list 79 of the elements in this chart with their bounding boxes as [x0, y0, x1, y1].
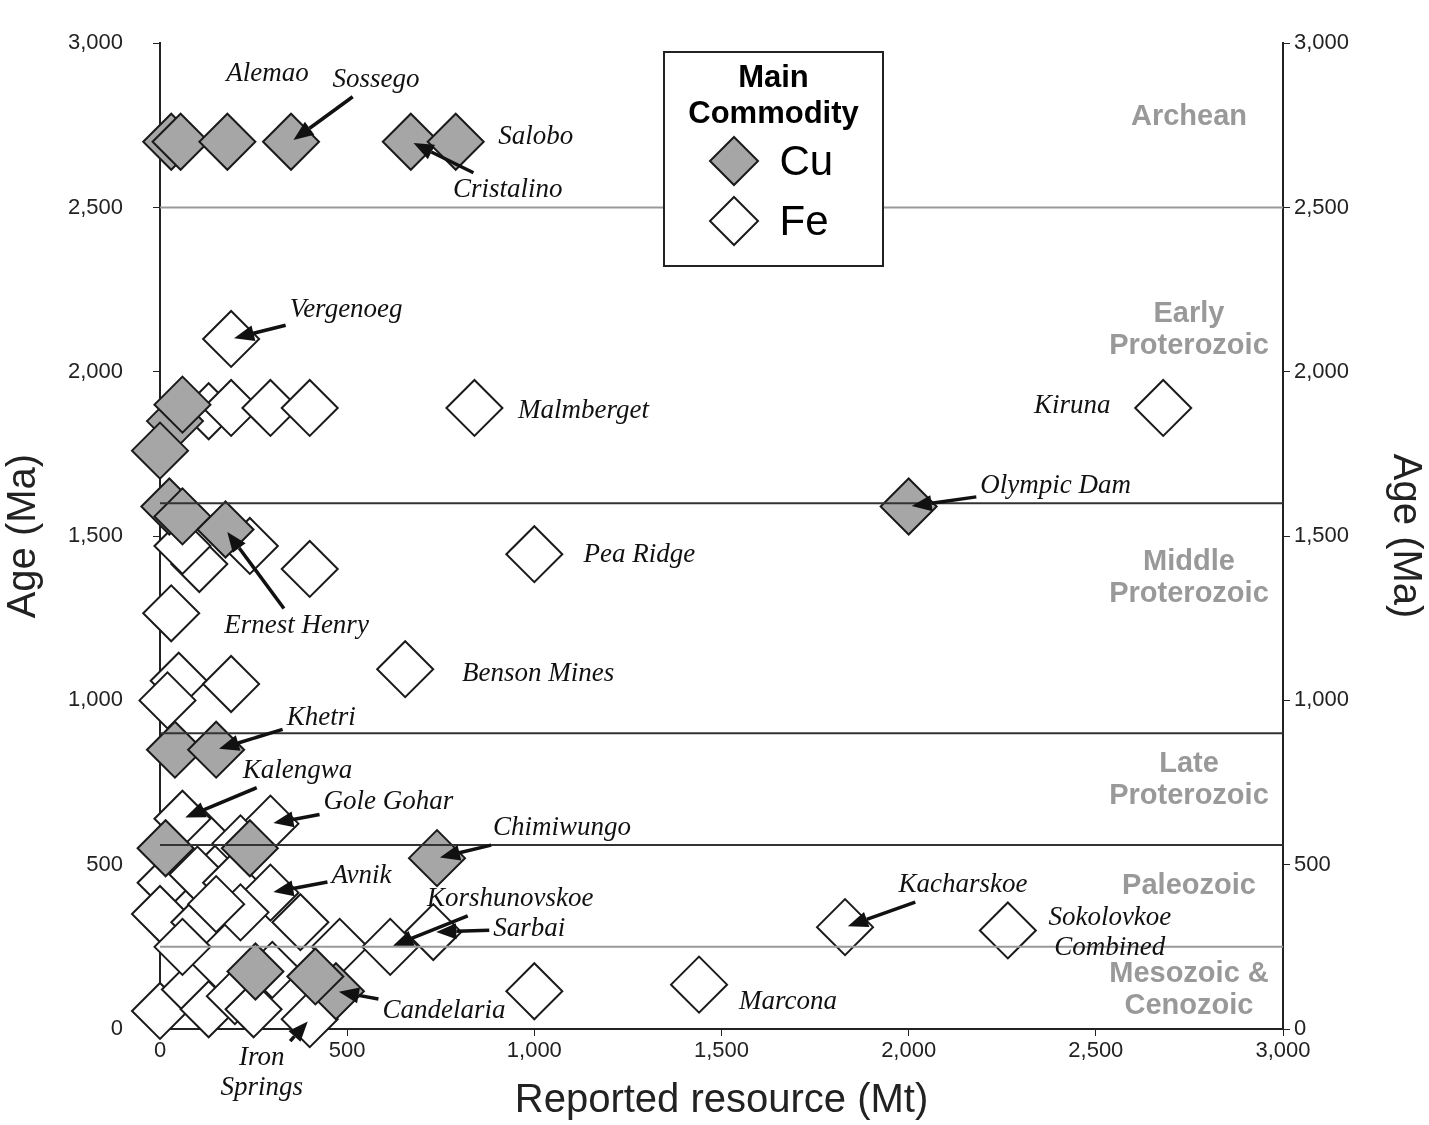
y-tick-label: 3,000	[67, 29, 123, 55]
y-tick-label: 1,500	[67, 522, 123, 548]
y2-tick-label: 2,000	[1294, 357, 1350, 383]
annotation: Avnik	[329, 858, 393, 889]
x-tick-label: 500	[328, 1037, 366, 1063]
annotation: Ernest Henry	[223, 608, 369, 639]
annotation: Archean	[1130, 99, 1248, 131]
annotation: Kacharskoe	[897, 868, 1028, 899]
point	[262, 112, 321, 171]
y-tick-label: 0	[110, 1015, 123, 1041]
point	[426, 112, 485, 171]
point	[376, 640, 435, 699]
point	[286, 947, 345, 1006]
annotation: Kiruna	[1032, 389, 1111, 420]
point	[136, 819, 195, 878]
point	[202, 654, 261, 713]
point	[138, 671, 197, 730]
point	[220, 819, 279, 878]
annotation: Alemao	[224, 56, 309, 87]
annotation: Gole Gohar	[323, 784, 454, 815]
point	[505, 525, 564, 584]
annotation: Iron Springs	[220, 1041, 303, 1102]
point	[670, 955, 729, 1014]
annotation: Cristalino	[453, 172, 563, 203]
annotation: Marcona	[738, 984, 838, 1015]
annotation: Candelaria	[382, 994, 506, 1025]
x-tick-label: 1,000	[506, 1037, 562, 1063]
y-tick-label: 2,500	[67, 193, 123, 219]
x-tick-label: 2,500	[1068, 1037, 1124, 1063]
point	[153, 917, 212, 976]
annotation: Malmberget	[516, 394, 651, 425]
y-tick-label: 2,000	[67, 357, 123, 383]
point	[445, 378, 504, 437]
point	[153, 375, 212, 434]
point	[153, 487, 212, 546]
point	[280, 539, 339, 598]
legend-label: Cu	[779, 137, 835, 185]
y-tick-label: 500	[86, 850, 123, 876]
x-tick-label: 1,500	[693, 1037, 750, 1063]
y2-tick-label: 2,500	[1294, 193, 1350, 219]
point	[280, 378, 339, 437]
point	[505, 962, 564, 1021]
annotation: Sarbai	[493, 912, 566, 943]
point	[131, 421, 189, 480]
point	[1134, 378, 1193, 437]
y2-tick-label: 500	[1294, 850, 1331, 876]
annotation: Vergenoeg	[289, 293, 403, 324]
annotation: Chimiwungo	[492, 811, 632, 842]
point	[271, 893, 330, 952]
annotation: Late Proterozoic	[1109, 746, 1269, 810]
point	[196, 500, 255, 559]
y2-tick-label: 3,000	[1294, 29, 1350, 55]
annotation: Olympic Dam	[980, 468, 1132, 499]
point	[226, 942, 285, 1001]
annotation: Khetri	[285, 700, 356, 731]
x-tick-label: 0	[153, 1037, 167, 1063]
annotation: Benson Mines	[462, 657, 615, 688]
annotation: Pea Ridge	[582, 538, 696, 569]
point	[198, 112, 257, 171]
point	[142, 584, 201, 643]
legend-title: Main Commodity	[687, 59, 860, 131]
y2-tick-label: 1,000	[1294, 686, 1350, 712]
annotation: Korshunovskoe	[425, 881, 594, 912]
annotation: Paleozoic	[1122, 868, 1256, 900]
point	[978, 901, 1037, 960]
point	[202, 309, 261, 368]
annotation: Early Proterozoic	[1109, 296, 1269, 360]
x-axis-title: Reported resource (Mt)	[514, 1076, 929, 1121]
annotation: Sossego	[332, 62, 420, 93]
y-axis-title: Age (Ma)	[0, 453, 44, 619]
legend-label: Fe	[779, 197, 830, 245]
y2-axis-title: Age (Ma)	[1385, 453, 1429, 619]
annotation: Salobo	[498, 119, 574, 150]
annotation: Middle Proterozoic	[1109, 544, 1269, 608]
y2-tick-label: 1,500	[1294, 522, 1350, 548]
point	[187, 875, 246, 934]
annotation: Kalengwa	[241, 753, 353, 784]
x-tick-label: 2,000	[881, 1037, 937, 1063]
y-tick-label: 1,000	[67, 686, 123, 712]
